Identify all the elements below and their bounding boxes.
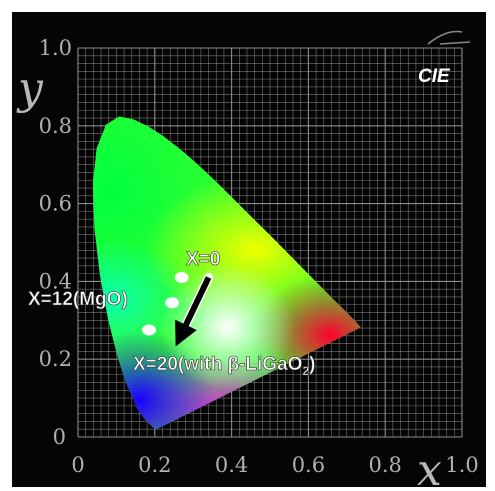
data-point <box>142 324 157 336</box>
x-tick-label: 0.4 <box>215 453 248 477</box>
x-tick-label: 1.0 <box>445 453 478 477</box>
label-x0: X=0 <box>186 249 220 270</box>
x-tick-label: 0.6 <box>292 453 325 477</box>
y-tick-label: 0.6 <box>39 192 72 216</box>
white-point-glow <box>160 250 310 390</box>
y-tick-label: 0.8 <box>39 114 72 138</box>
y-tick-label: 0.2 <box>39 347 72 371</box>
label-x12: X=12(MgO) <box>28 289 128 310</box>
y-tick-label: 1.0 <box>39 36 72 60</box>
y-axis-label: y <box>16 63 44 114</box>
x-tick-label: 0 <box>71 453 84 477</box>
arrow-icon <box>175 276 212 347</box>
cie-badge: CIE <box>418 66 451 87</box>
data-point <box>174 272 189 284</box>
axis-ticks: 0 0.2 0.4 0.6 0.8 1.0 0 0.2 0.4 0.6 0.8 1.0 <box>39 36 479 477</box>
x-tick-label: 0.8 <box>368 453 401 477</box>
label-x20: X=20(with β-LiGaO2) <box>133 354 315 378</box>
signature-icon <box>427 30 471 45</box>
data-point <box>165 297 180 309</box>
data-points: X=0 X=12(MgO) X=20(with β-LiGaO2) <box>28 249 316 379</box>
y-tick-label: 0 <box>53 425 66 449</box>
x-axis-label: x <box>417 445 442 491</box>
x-tick-label: 0.2 <box>138 453 171 477</box>
y-tick-label: 0.4 <box>39 269 72 293</box>
